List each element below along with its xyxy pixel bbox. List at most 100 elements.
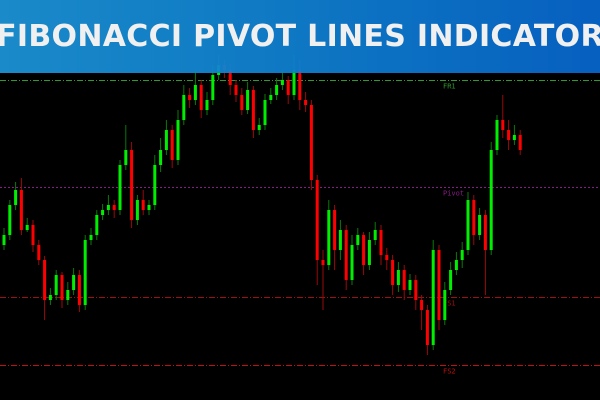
candle-body (298, 70, 302, 100)
candle-body (338, 230, 342, 250)
candle-body (193, 85, 197, 100)
candle-body (72, 275, 76, 290)
candle-body (199, 85, 203, 110)
candle-body (60, 275, 64, 300)
candle (48, 288, 52, 305)
candle-body (304, 100, 308, 105)
candle (466, 192, 470, 255)
candle (43, 256, 47, 320)
candle-body (275, 85, 279, 95)
candle (350, 235, 354, 285)
candle (72, 268, 76, 295)
candle-body (362, 235, 366, 265)
candle (205, 92, 209, 115)
candle-body (518, 135, 522, 150)
candle (321, 250, 325, 310)
candle-body (234, 85, 238, 95)
candle-body (321, 260, 325, 265)
candle (246, 82, 250, 114)
candle-body (8, 205, 12, 235)
candle (60, 272, 64, 308)
candle-body (147, 205, 151, 210)
candle (54, 270, 58, 300)
candle (89, 228, 93, 245)
candle (518, 130, 522, 155)
candle (135, 195, 139, 225)
candle-body (118, 165, 122, 210)
candle (472, 195, 476, 245)
candle-body (43, 260, 47, 300)
candle (286, 76, 290, 104)
candle-body (512, 135, 516, 140)
candle (95, 210, 99, 240)
candle (402, 265, 406, 300)
candle-body (454, 260, 458, 270)
candle (489, 142, 493, 255)
level-label-fs1: FS1 (443, 300, 456, 308)
candle-body (106, 205, 110, 210)
candle-body (19, 190, 23, 230)
candle (495, 115, 499, 155)
candle-body (489, 150, 493, 250)
candle-body (83, 240, 87, 305)
candle (37, 240, 41, 265)
candle (327, 200, 331, 270)
candle-body (48, 295, 52, 300)
candle (141, 190, 145, 215)
pivot-levels: FR1 Pivot FS1 FS2 (0, 80, 600, 376)
candle (367, 232, 371, 270)
candle-body (269, 95, 273, 100)
candle (251, 86, 255, 138)
candle (66, 282, 70, 305)
candle-body (315, 180, 319, 260)
candle-body (205, 100, 209, 110)
candle (391, 255, 395, 295)
candle-body (373, 230, 377, 240)
candle-body (472, 200, 476, 235)
candle-body (414, 280, 418, 300)
candle-body (77, 275, 81, 305)
candle (483, 210, 487, 295)
candle-body (2, 235, 6, 245)
candle (77, 270, 81, 312)
candle-body (280, 80, 284, 85)
candle-body (286, 80, 290, 95)
candle (507, 120, 511, 150)
candle-body (54, 275, 58, 295)
candles (2, 55, 522, 355)
candle (170, 125, 174, 168)
candle (356, 228, 360, 250)
candle (315, 175, 319, 285)
candle-body (95, 215, 99, 235)
candle-body (495, 120, 499, 150)
candle (275, 78, 279, 100)
candle (385, 248, 389, 270)
candle-body (333, 210, 337, 250)
candle-body (170, 130, 174, 160)
candle-body (228, 70, 232, 85)
candle (431, 240, 435, 350)
candle-body (251, 90, 255, 130)
candle (362, 232, 366, 275)
candle (263, 94, 267, 130)
candle (199, 80, 203, 118)
candle-body (159, 150, 163, 165)
candle (112, 200, 116, 218)
level-label-pivot: Pivot (443, 190, 464, 198)
candle (333, 205, 337, 270)
candle-body (130, 150, 134, 220)
candle-body (460, 250, 464, 260)
candle-body (211, 75, 215, 100)
candle-body (112, 205, 116, 210)
candle (234, 80, 238, 102)
candle (124, 125, 128, 170)
candle (153, 155, 157, 210)
candle (269, 88, 273, 104)
candle-body (188, 95, 192, 100)
candle-body (437, 250, 441, 320)
level-label-fr1: FR1 (443, 83, 456, 91)
candle-body (367, 240, 371, 265)
candle (147, 200, 151, 215)
candle (437, 245, 441, 330)
